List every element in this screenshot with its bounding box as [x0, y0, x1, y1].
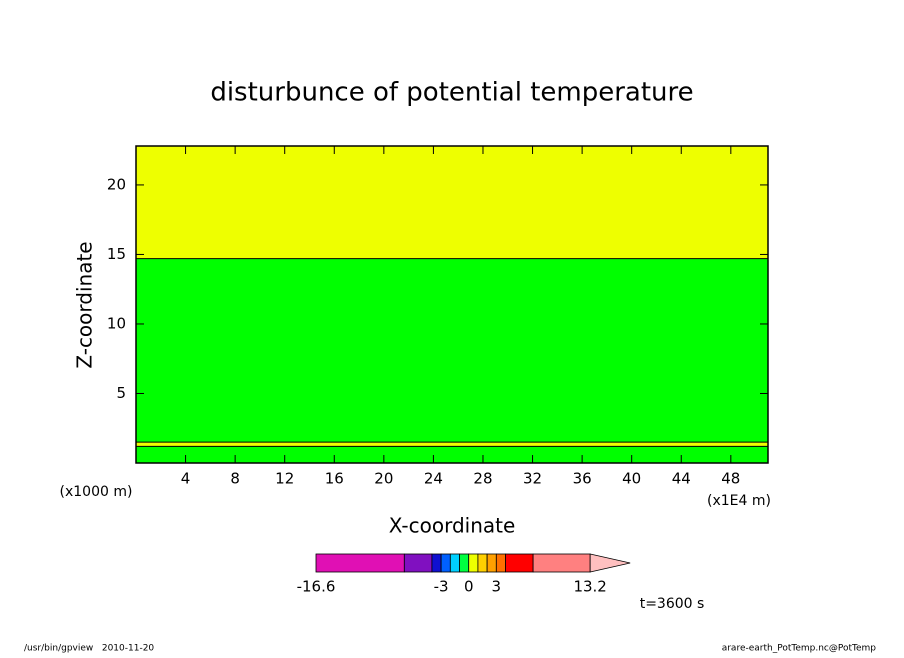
colorbar-segment — [459, 553, 470, 573]
colorbar-segment — [477, 553, 488, 573]
colorbar-segment — [532, 553, 591, 573]
chart-title: disturbunce of potential temperature — [210, 78, 693, 108]
contour-fill — [136, 442, 768, 447]
x-tick-label: 12 — [275, 470, 294, 488]
colorbar-tick-label: 13.2 — [573, 578, 606, 596]
colorbar-segment — [403, 553, 433, 573]
y-unit-note: (x1000 m) — [60, 484, 133, 500]
colorbar-segment — [431, 553, 442, 573]
y-tick-label: 15 — [107, 245, 126, 263]
x-tick-label: 24 — [424, 470, 443, 488]
colorbar-segment — [495, 553, 506, 573]
x-tick-label: 32 — [523, 470, 542, 488]
contour-fill — [136, 446, 768, 463]
contour-fill — [136, 146, 768, 259]
x-tick-label: 36 — [573, 470, 592, 488]
footer-left: /usr/bin/gpview 2010-11-20 — [24, 644, 154, 654]
x-tick-label: 4 — [181, 470, 191, 488]
colorbar-segment — [440, 553, 451, 573]
y-tick-label: 5 — [116, 384, 126, 402]
x-tick-label: 8 — [230, 470, 240, 488]
colorbar-tick-label: -16.6 — [297, 578, 336, 596]
x-tick-label: 44 — [672, 470, 691, 488]
time-label: t=3600 s — [640, 596, 705, 612]
colorbar-tick-label: -3 — [434, 578, 449, 596]
footer-right: arare-earth_PotTemp.nc@PotTemp — [722, 644, 877, 654]
y-axis-label: Z-coordinate — [73, 241, 97, 368]
x-unit-note: (x1E4 m) — [707, 493, 771, 509]
contour-fill — [136, 258, 768, 443]
x-tick-label: 48 — [721, 470, 740, 488]
plot-frame — [135, 145, 769, 464]
colorbar-segment — [505, 553, 534, 573]
x-axis-label: X-coordinate — [389, 514, 516, 538]
x-tick-label: 20 — [374, 470, 393, 488]
colorbar-segment — [486, 553, 497, 573]
y-tick-label: 10 — [107, 314, 126, 332]
colorbar-tick-label: 0 — [464, 578, 474, 596]
colorbar-tick-label: 3 — [492, 578, 502, 596]
colorbar-segment — [468, 553, 479, 573]
colorbar-segment — [315, 553, 405, 573]
y-tick-label: 20 — [107, 175, 126, 193]
colorbar-extension — [589, 553, 631, 573]
x-tick-label: 16 — [325, 470, 344, 488]
x-tick-label: 40 — [622, 470, 641, 488]
colorbar-segment — [449, 553, 460, 573]
x-tick-label: 28 — [473, 470, 492, 488]
